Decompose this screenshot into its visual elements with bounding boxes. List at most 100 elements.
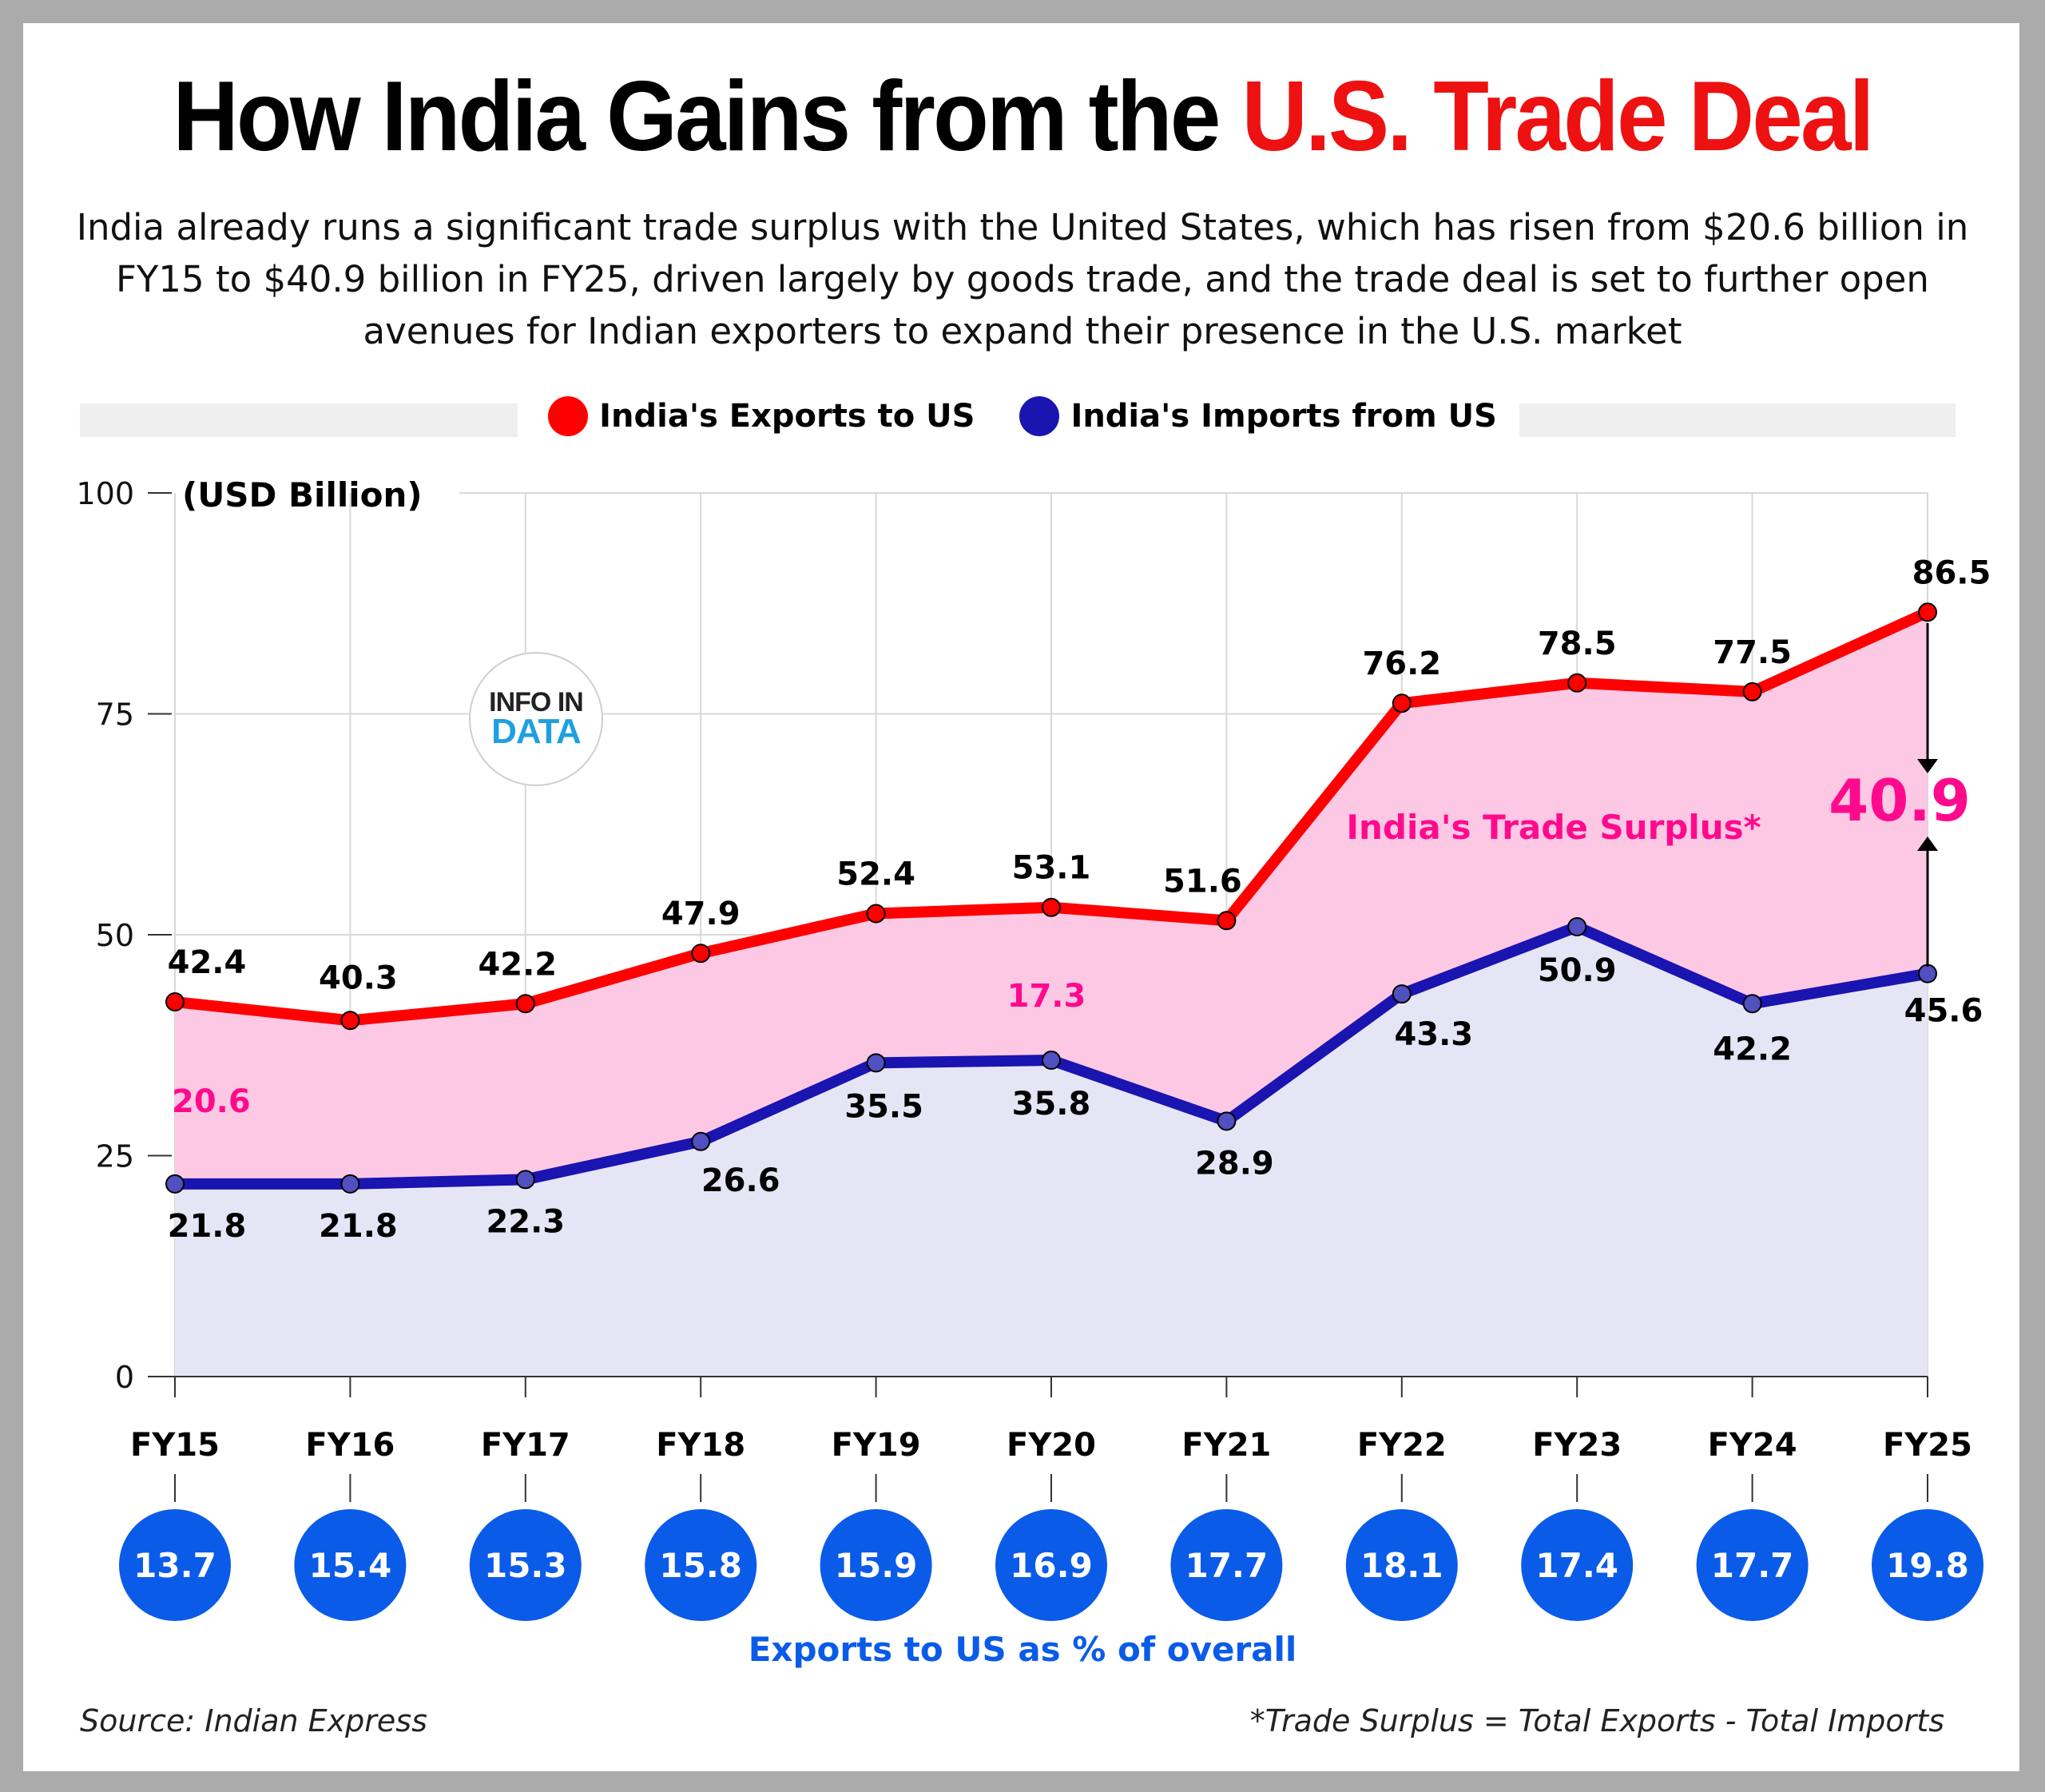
y-tick-label: 75 [96, 697, 134, 733]
info-in-data-logo: INFO IN DATA [469, 652, 603, 786]
x-tick-label: FY21 [1181, 1427, 1271, 1464]
legend-bar-left [80, 403, 518, 437]
surplus-label-fy20: 17.3 [1007, 978, 1086, 1015]
exports-value-label: 86.5 [1912, 554, 1991, 591]
pct-value-label: 18.1 [1360, 1546, 1443, 1585]
imports-marker [691, 1131, 711, 1151]
x-tick-label: FY18 [656, 1427, 745, 1464]
pct-value-label: 19.8 [1886, 1546, 1969, 1585]
x-tick-label: FY23 [1532, 1427, 1622, 1464]
exports-marker [1742, 681, 1762, 701]
y-axis: 0 25 50 75 100 [76, 476, 1928, 1395]
y-tick-label: 0 [115, 1360, 134, 1395]
pct-circle [1872, 1509, 1983, 1621]
x-tick-label: FY19 [832, 1427, 921, 1464]
exports-value-label: 47.9 [661, 896, 741, 932]
legend-dot-exports-icon [548, 396, 589, 436]
pct-value-label: 16.9 [1010, 1546, 1093, 1585]
surplus-label-fy25: 40.9 [1829, 767, 1971, 834]
pct-value-label: 15.8 [659, 1546, 742, 1585]
surplus-area [175, 612, 1928, 1184]
legend-dot-imports-icon [1019, 396, 1060, 436]
areas [175, 612, 1928, 1377]
pct-value-label: 15.4 [309, 1546, 392, 1585]
pct-circles: 13.7 15.4 15.3 15.8 15.9 16.9 17.7 18.1 17.4 17.7… [119, 1509, 1983, 1621]
exports-value-label: 51.6 [1163, 863, 1242, 900]
legend-label-imports: India's Imports from US [1070, 398, 1497, 435]
page-title: How India Gains from the U.S. Trade Deal [81, 60, 1963, 173]
imports-value-label: 22.3 [486, 1203, 565, 1240]
arrow-up-icon [1917, 836, 1938, 851]
imports-marker [1918, 964, 1937, 983]
exports-value-label: 52.4 [836, 856, 915, 892]
imports-value-label: 28.9 [1195, 1145, 1274, 1182]
logo-line2: DATA [491, 712, 582, 752]
exports-marker [165, 992, 185, 1012]
footnote: *Trade Surplus = Total Exports - Total I… [1249, 1703, 1944, 1738]
exports-value-label: 76.2 [1362, 646, 1441, 682]
imports-area [175, 927, 1928, 1377]
imports-value-label: 50.9 [1538, 952, 1617, 989]
imports-marker [515, 1170, 535, 1190]
pct-circle [119, 1509, 231, 1621]
exports-marker [1567, 673, 1587, 693]
exports-marker [340, 1011, 360, 1031]
y-axis-label: (USD Billion) [182, 475, 423, 515]
imports-value-label: 43.3 [1394, 1016, 1473, 1053]
pct-circle [1521, 1509, 1634, 1621]
exports-marker [1918, 602, 1937, 622]
annotations: 20.6 17.3 40.9 India's Trade Surplus* [172, 623, 1971, 1120]
pct-circle [1696, 1509, 1809, 1621]
x-tick-label: FY16 [305, 1427, 395, 1464]
imports-marker [1742, 994, 1762, 1014]
imports-marker [1392, 984, 1412, 1004]
subtitle: India already runs a significant trade s… [76, 206, 1969, 352]
y-tick-label: 25 [96, 1139, 134, 1174]
pct-circle [1170, 1509, 1283, 1621]
pct-circle [645, 1509, 757, 1621]
exports-marker [1217, 911, 1237, 931]
pct-value-label: 13.7 [133, 1546, 216, 1585]
pct-value-label: 17.7 [1711, 1546, 1794, 1585]
data-labels: 42.4 40.3 42.2 47.9 52.4 53.1 51.6 76.2 78.5 77.5… [168, 554, 1991, 1245]
imports-marker [1217, 1111, 1237, 1131]
x-tick-label: FY17 [481, 1427, 570, 1464]
x-tick-label: FY20 [1007, 1427, 1096, 1464]
pct-circle [995, 1509, 1107, 1621]
x-tick-label: FY22 [1357, 1427, 1447, 1464]
pct-value-label: 15.9 [835, 1546, 918, 1585]
exports-marker [1042, 897, 1061, 917]
imports-marker [340, 1174, 360, 1194]
source-note: Source: Indian Express [80, 1703, 427, 1738]
exports-value-label: 42.2 [478, 946, 557, 983]
exports-marker [515, 994, 535, 1014]
exports-value-label: 77.5 [1713, 634, 1792, 671]
imports-marker [1567, 917, 1587, 937]
legend-item-imports: India's Imports from US [1011, 396, 1505, 436]
exports-marker [1392, 693, 1412, 713]
title-main: How India Gains from the [173, 62, 1242, 172]
pct-circle [294, 1509, 407, 1621]
imports-marker [1042, 1051, 1061, 1071]
imports-value-label: 26.6 [701, 1162, 780, 1199]
imports-value-label: 42.2 [1713, 1031, 1792, 1067]
legend-label-exports: India's Exports to US [599, 398, 975, 435]
exports-value-label: 53.1 [1012, 850, 1091, 887]
title-accent: U.S. Trade Deal [1241, 62, 1874, 172]
pct-value-label: 17.7 [1185, 1546, 1269, 1585]
pct-caption: Exports to US as % of overall [748, 1630, 1297, 1669]
imports-value-label: 21.8 [319, 1208, 398, 1245]
x-tick-label: FY25 [1883, 1427, 1972, 1464]
surplus-area-label: India's Trade Surplus* [1346, 808, 1761, 847]
pct-circle [820, 1509, 932, 1621]
exports-marker [691, 944, 711, 964]
exports-value-label: 40.3 [319, 960, 398, 996]
imports-marker [866, 1053, 886, 1073]
x-tick-label: FY24 [1708, 1427, 1797, 1464]
y-tick-label: 50 [96, 918, 134, 953]
imports-value-label: 45.6 [1904, 993, 1983, 1030]
imports-marker [165, 1174, 185, 1194]
imports-value-label: 35.5 [844, 1088, 923, 1125]
pct-value-label: 15.3 [484, 1546, 567, 1585]
